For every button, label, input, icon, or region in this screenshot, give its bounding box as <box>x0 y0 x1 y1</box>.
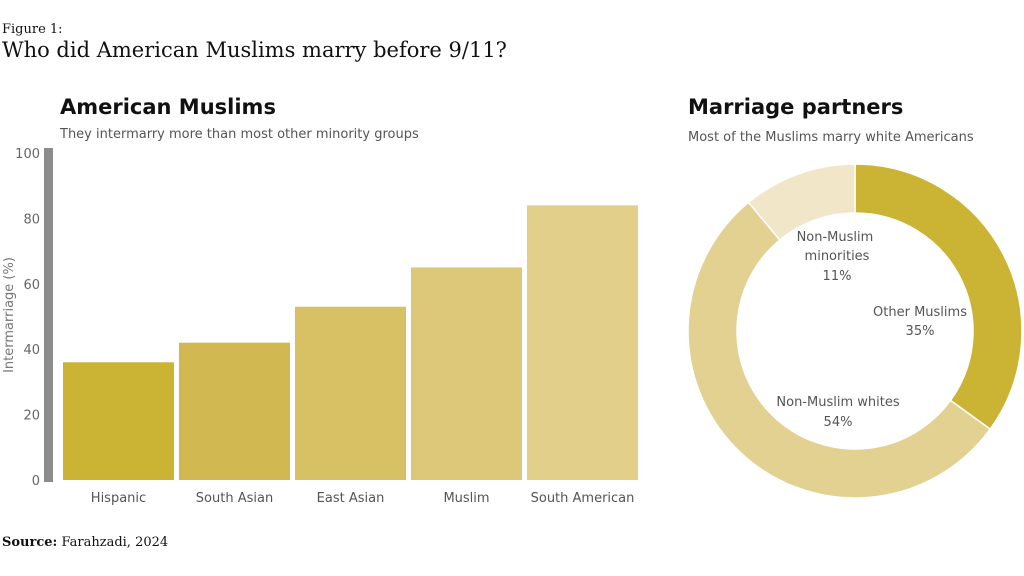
source-text: Farahzadi, 2024 <box>61 535 169 550</box>
bar-south-american <box>527 205 638 480</box>
bar-east-asian <box>295 306 406 480</box>
donut-chart-panel: Marriage partners Most of the Muslims ma… <box>687 95 1023 499</box>
slice-label-non-muslim-minorities-line2: minorities <box>805 249 870 264</box>
x-axis-labels: Hispanic South Asian East Asian Muslim South… <box>91 491 635 506</box>
x-tick-label: East Asian <box>317 491 385 506</box>
bars <box>63 205 638 480</box>
y-axis-label: Intermarriage (%) <box>2 257 17 373</box>
bar-south-asian <box>179 342 290 480</box>
bar-muslim <box>411 267 522 480</box>
figure-label: Figure 1: <box>2 22 63 37</box>
slice-label-non-muslim-minorities: Non-Muslim minorities <box>797 230 878 264</box>
bar-chart-title: American Muslims <box>60 95 276 119</box>
source-note: Source: Farahzadi, 2024 <box>2 535 168 550</box>
donut-chart-title: Marriage partners <box>688 95 903 119</box>
y-tick-label: 0 <box>32 474 40 489</box>
slice-value-non-muslim-whites: 54% <box>824 415 853 430</box>
slice-label-non-muslim-whites: Non-Muslim whites <box>776 395 899 410</box>
slice-non-muslim-minorities <box>747 163 856 242</box>
x-tick-label: Hispanic <box>91 491 146 506</box>
bar-chart-subtitle: They intermarry more than most other min… <box>59 127 419 142</box>
donut-slices <box>687 163 1023 499</box>
bar-hispanic <box>63 362 174 480</box>
y-tick-label: 40 <box>23 343 40 358</box>
source-label: Source: <box>2 535 58 550</box>
y-tick-label: 20 <box>23 409 40 424</box>
slice-non-muslim-whites <box>687 201 992 499</box>
slice-other-muslims <box>854 163 1023 431</box>
donut-chart-subtitle: Most of the Muslims marry white American… <box>688 130 974 145</box>
y-tick-label: 60 <box>23 278 40 293</box>
slice-value-non-muslim-minorities: 11% <box>823 269 852 284</box>
slice-label-non-muslim-minorities-line1: Non-Muslim <box>797 230 874 245</box>
slice-label-other-muslims: Other Muslims <box>873 305 967 320</box>
y-tick-label: 100 <box>15 147 40 162</box>
x-tick-label: South American <box>531 491 635 506</box>
x-tick-label: South Asian <box>196 491 273 506</box>
bar-chart-panel: American Muslims They intermarry more th… <box>2 95 638 506</box>
y-axis-bar <box>44 148 53 482</box>
slice-value-other-muslims: 35% <box>906 324 935 339</box>
figure-title: Who did American Muslims marry before 9/… <box>2 38 507 62</box>
y-axis-ticks: 0 20 40 60 80 100 <box>15 147 40 489</box>
y-tick-label: 80 <box>23 212 40 227</box>
x-tick-label: Muslim <box>443 491 489 506</box>
